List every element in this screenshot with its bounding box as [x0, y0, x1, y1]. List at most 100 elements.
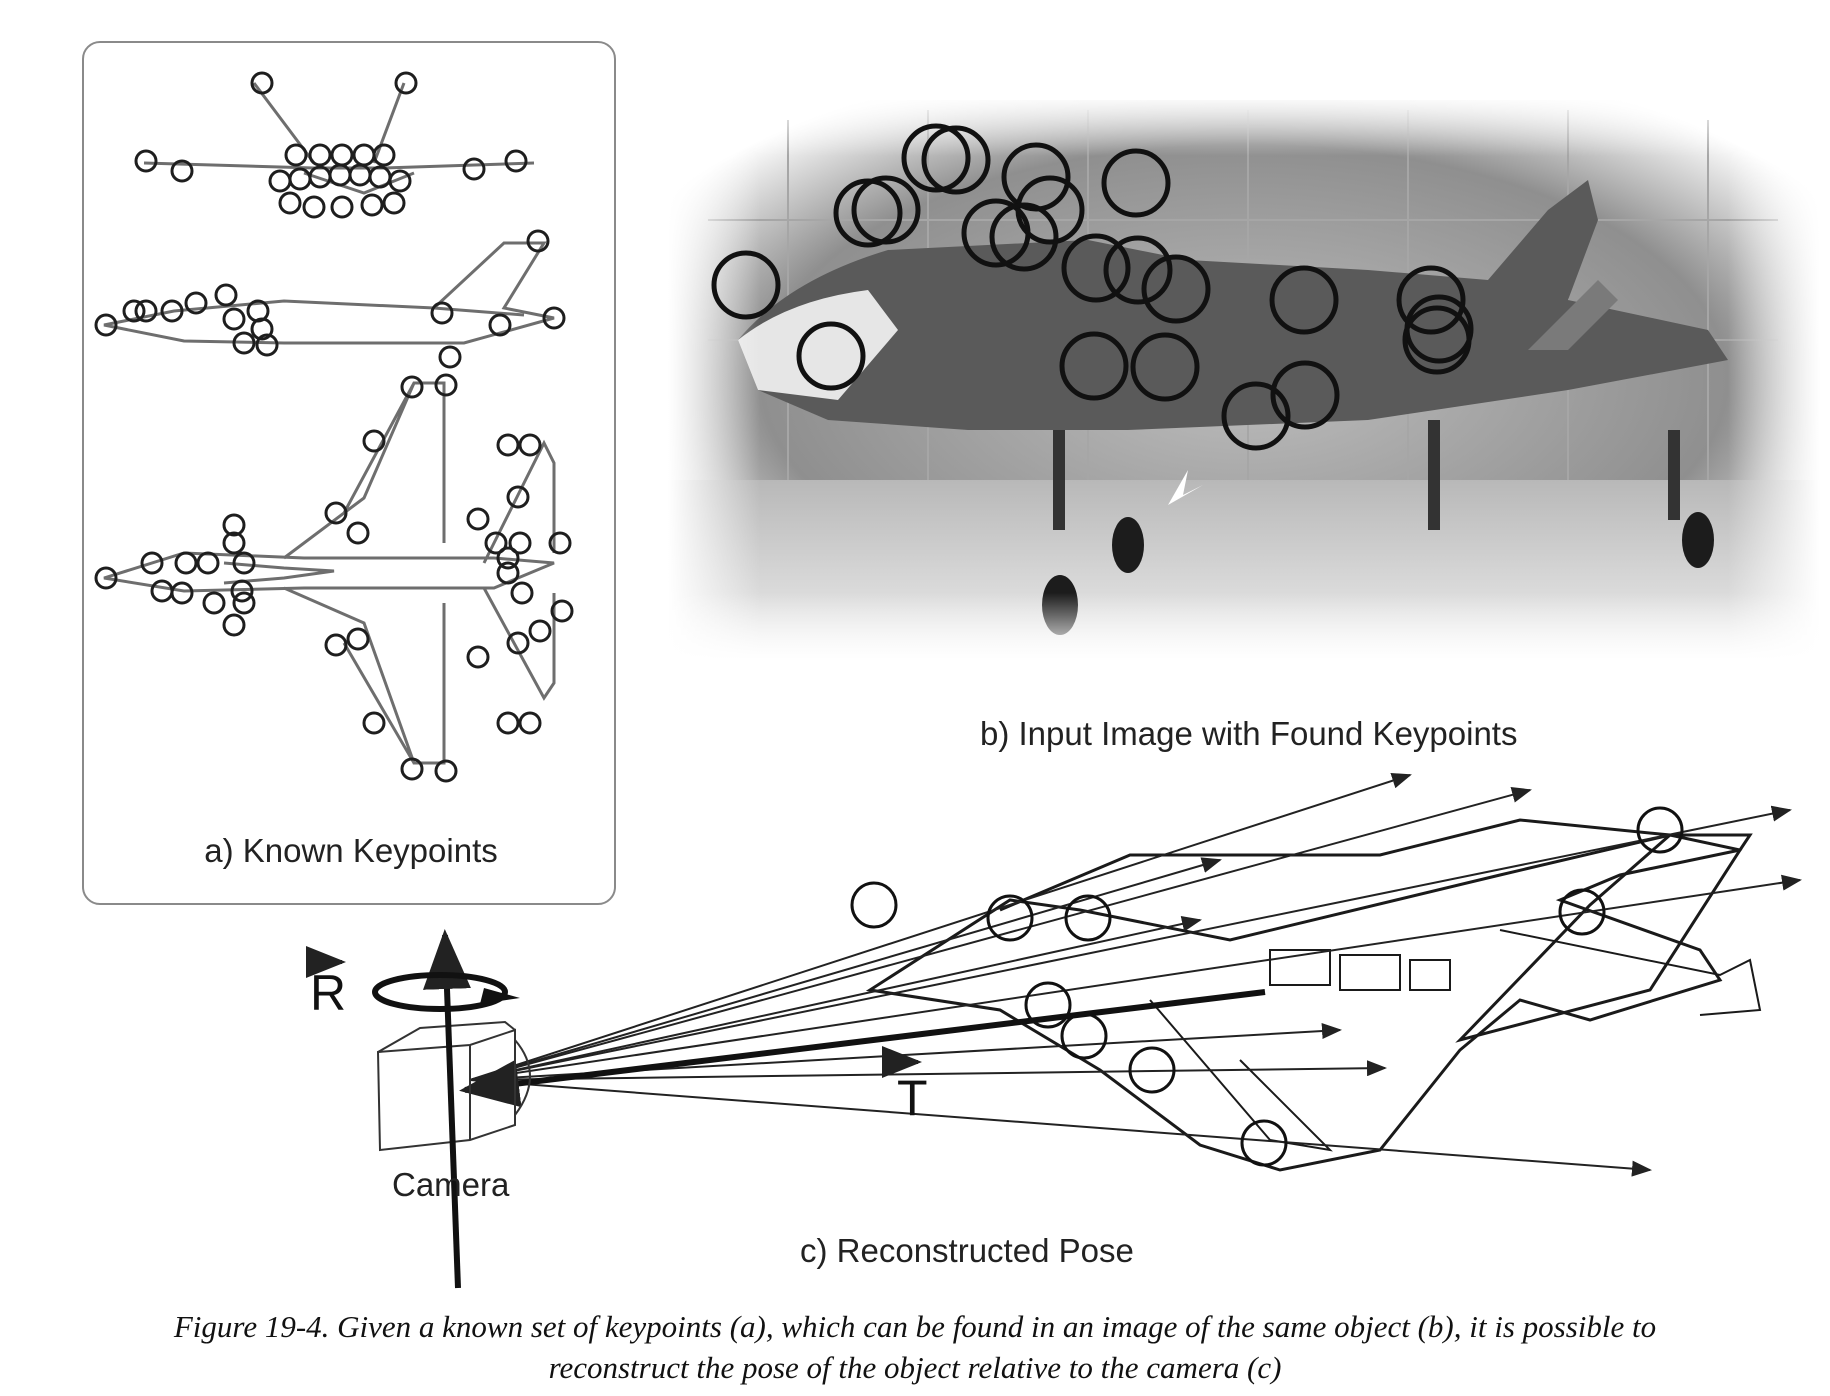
keypoint-marker — [434, 759, 458, 783]
keypoint-marker — [278, 191, 302, 215]
keypoint-marker — [222, 613, 246, 637]
keypoint-marker — [150, 579, 174, 603]
keypoint-marker — [134, 299, 158, 323]
keypoint-marker — [324, 501, 348, 525]
keypoint-marker — [122, 299, 146, 323]
keypoint-marker — [528, 619, 552, 643]
panel-b-label: b) Input Image with Found Keypoints — [980, 715, 1518, 752]
keypoint-marker — [518, 711, 542, 735]
keypoint-marker — [496, 711, 520, 735]
rotation-axis — [423, 929, 471, 1289]
pose-keypoint-marker — [1636, 806, 1684, 854]
keypoint-marker — [394, 71, 418, 95]
aircraft-outline — [865, 818, 1762, 1172]
keypoint-marker — [504, 149, 528, 173]
found-keypoint-marker — [1103, 235, 1173, 305]
keypoint-marker — [352, 143, 376, 167]
keypoint-marker — [134, 149, 158, 173]
keypoint-marker — [222, 531, 246, 555]
keypoint-marker — [170, 581, 194, 605]
known-keypoints-panel: a) Known Keypoints — [82, 41, 616, 905]
pose-keypoint-marker — [1024, 981, 1072, 1029]
found-keypoint-marker — [921, 125, 991, 195]
keypoint-marker — [94, 313, 118, 337]
found-keypoint-marker — [1101, 148, 1171, 218]
keypoint-marker — [324, 633, 348, 657]
caption-line-2: reconstruct the pose of the object relat… — [548, 1350, 1282, 1385]
rotation-symbol: R — [310, 965, 346, 1021]
found-keypoint-marker — [796, 321, 866, 391]
keypoint-marker — [268, 169, 292, 193]
panel-c-label: c) Reconstructed Pose — [800, 1232, 1134, 1269]
keypoint-marker — [94, 566, 118, 590]
keypoint-marker — [508, 531, 532, 555]
keypoint-marker — [484, 531, 508, 555]
keypoint-marker — [250, 71, 274, 95]
found-keypoint-marker — [1141, 254, 1211, 324]
input-image-panel — [668, 100, 1820, 660]
keypoint-marker — [250, 317, 274, 341]
found-keypoint-marker — [1059, 331, 1129, 401]
keypoint-marker — [466, 645, 490, 669]
found-keypoint-marker — [1221, 381, 1291, 451]
keypoint-marker — [232, 551, 256, 575]
keypoint-marker — [330, 143, 354, 167]
keypoint-marker — [308, 143, 332, 167]
keypoint-marker — [372, 143, 396, 167]
found-keypoint-marker — [851, 175, 921, 245]
keypoint-marker — [255, 333, 279, 357]
found-keypoint-marker — [1269, 265, 1339, 335]
translation-symbol: T — [897, 1070, 928, 1126]
translation-arrow — [459, 989, 1266, 1108]
keypoint-marker — [222, 513, 246, 537]
pose-keypoint-marker — [986, 894, 1034, 942]
keypoint-marker — [302, 195, 326, 219]
reconstructed-pose-diagram: R T Camera — [306, 772, 1802, 1289]
keypoint-marker — [362, 429, 386, 453]
found-keypoint-marker — [1130, 332, 1200, 402]
keypoint-marker — [232, 591, 256, 615]
pose-keypoint-marker — [1558, 888, 1606, 936]
hangar-photo — [668, 100, 1820, 660]
caption-line-1: Figure 19-4. Given a known set of keypoi… — [173, 1309, 1657, 1344]
keypoint-marker — [184, 291, 208, 315]
keypoint-marker — [488, 313, 512, 337]
projection-rays — [469, 772, 1802, 1177]
keypoint-marker — [346, 627, 370, 651]
keypoint-marker — [160, 299, 184, 323]
keypoint-marker — [368, 165, 392, 189]
rotation-ellipse — [372, 972, 508, 1012]
keypoint-marker — [400, 757, 424, 781]
keypoint-marker — [388, 169, 412, 193]
found-keypoint-marker — [1396, 265, 1466, 335]
keypoint-marker — [202, 591, 226, 615]
keypoint-marker — [506, 485, 530, 509]
pose-keypoint-marker — [1128, 1046, 1176, 1094]
found-keypoint-marker — [901, 123, 971, 193]
keypoint-marker — [542, 306, 566, 330]
keypoint-marker — [506, 631, 530, 655]
keypoint-marker — [230, 579, 254, 603]
keypoint-marker — [496, 433, 520, 457]
pose-keypoint-marker — [1240, 1119, 1288, 1167]
keypoint-marker — [170, 159, 194, 183]
found-keypoint-marker — [1402, 305, 1472, 375]
keypoint-marker — [346, 521, 370, 545]
keypoint-marker — [222, 307, 246, 331]
keypoint-marker — [518, 433, 542, 457]
camera-icon — [376, 1020, 531, 1152]
keypoint-marker — [434, 373, 458, 397]
keypoint-marker — [362, 711, 386, 735]
keypoint-marker — [360, 193, 384, 217]
keypoint-marker — [510, 581, 534, 605]
known-keypoints-drawings — [94, 71, 574, 783]
figure-caption: Figure 19-4. Given a known set of keypoi… — [60, 1306, 1770, 1388]
found-keypoint-marker — [989, 202, 1059, 272]
keypoint-marker — [496, 561, 520, 585]
keypoint-marker — [284, 143, 308, 167]
keypoint-marker — [382, 191, 406, 215]
keypoint-marker — [174, 551, 198, 575]
keypoint-marker — [550, 599, 574, 623]
found-keypoint-marker — [1270, 360, 1340, 430]
keypoint-marker — [330, 195, 354, 219]
